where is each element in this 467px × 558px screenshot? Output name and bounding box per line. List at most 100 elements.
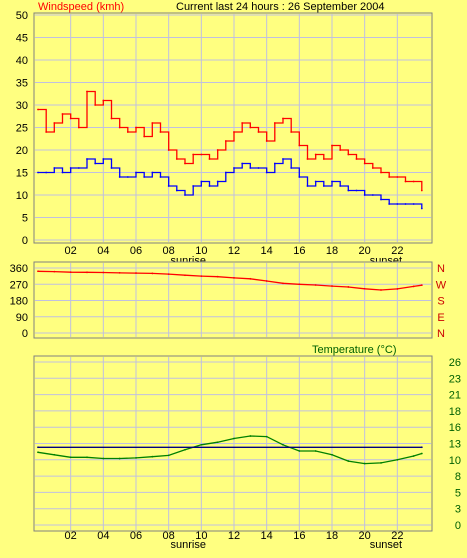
data-point bbox=[94, 162, 97, 165]
data-point bbox=[420, 207, 423, 210]
data-point bbox=[298, 283, 301, 286]
y-tick-label: 23 bbox=[449, 373, 461, 385]
data-point bbox=[339, 185, 342, 187]
data-point bbox=[200, 443, 203, 446]
series-line-1 bbox=[38, 90, 423, 191]
x-tick-label: 04 bbox=[97, 530, 109, 542]
data-point bbox=[135, 272, 137, 274]
data-point bbox=[77, 126, 80, 129]
data-point bbox=[53, 453, 56, 456]
data-point bbox=[322, 185, 325, 187]
data-point bbox=[86, 271, 88, 274]
data-point bbox=[355, 189, 358, 192]
data-point bbox=[69, 167, 72, 169]
x-tick-label: 06 bbox=[130, 530, 142, 542]
direction-series bbox=[37, 270, 423, 291]
data-point bbox=[412, 455, 415, 457]
data-point bbox=[331, 180, 333, 183]
data-point bbox=[208, 185, 211, 187]
y-tick-label: 10 bbox=[16, 190, 28, 202]
data-point bbox=[216, 149, 219, 151]
data-point bbox=[233, 167, 235, 169]
y-tick-label: 40 bbox=[16, 55, 28, 67]
data-point bbox=[249, 435, 252, 437]
data-point bbox=[110, 167, 113, 169]
data-point bbox=[151, 272, 154, 275]
data-point bbox=[102, 457, 105, 460]
chart-title: Current last 24 hours : 26 September 200… bbox=[176, 1, 385, 13]
data-point bbox=[380, 198, 382, 201]
data-point bbox=[265, 280, 268, 282]
data-point bbox=[233, 277, 235, 279]
data-point bbox=[37, 108, 39, 111]
compass-label: S bbox=[437, 296, 444, 308]
data-point bbox=[77, 167, 80, 169]
y-tick-label: 270 bbox=[10, 279, 28, 291]
data-point bbox=[175, 158, 178, 160]
x-tick-label: 18 bbox=[326, 530, 338, 542]
x-tick-label: 10 bbox=[195, 530, 207, 542]
data-point bbox=[363, 287, 366, 290]
data-point bbox=[224, 171, 227, 174]
series-line-2 bbox=[38, 158, 423, 209]
data-point bbox=[37, 446, 39, 449]
data-point bbox=[388, 203, 391, 205]
data-point bbox=[224, 140, 227, 142]
y-tick-label: 0 bbox=[22, 235, 28, 247]
data-point bbox=[347, 153, 350, 156]
data-point bbox=[363, 462, 366, 465]
data-point bbox=[151, 171, 154, 174]
data-point bbox=[208, 158, 211, 160]
data-point bbox=[167, 185, 170, 187]
data-point bbox=[412, 285, 415, 288]
data-point bbox=[184, 162, 186, 165]
data-point bbox=[233, 437, 235, 440]
data-point bbox=[363, 194, 366, 196]
x-tick-label: 08 bbox=[163, 530, 175, 542]
data-point bbox=[396, 288, 399, 290]
x-tick-label: 20 bbox=[359, 530, 371, 542]
data-point bbox=[159, 176, 162, 178]
data-point bbox=[347, 286, 350, 288]
data-point bbox=[298, 450, 301, 452]
data-point bbox=[396, 176, 399, 178]
y-tick-label: 0 bbox=[455, 520, 461, 532]
y-tick-label: 45 bbox=[16, 33, 28, 45]
data-point bbox=[151, 122, 154, 124]
data-point bbox=[86, 158, 88, 160]
data-point bbox=[241, 122, 244, 124]
x-tick-label: 06 bbox=[130, 245, 142, 257]
data-point bbox=[118, 126, 121, 129]
y-tick-label: 10 bbox=[449, 455, 461, 467]
data-point bbox=[94, 104, 97, 106]
data-point bbox=[249, 126, 252, 129]
data-point bbox=[126, 131, 129, 133]
data-point bbox=[184, 194, 186, 196]
x-tick-label: 02 bbox=[65, 245, 77, 257]
y-tick-label: 30 bbox=[16, 100, 28, 112]
data-point bbox=[192, 185, 195, 187]
data-point bbox=[282, 282, 284, 285]
data-point bbox=[61, 171, 64, 174]
data-point bbox=[69, 271, 72, 274]
x-tick-label: 22 bbox=[391, 245, 403, 257]
x-tick-label: 22 bbox=[391, 530, 403, 542]
data-point bbox=[200, 180, 203, 183]
data-point bbox=[102, 158, 105, 160]
data-point bbox=[61, 113, 64, 115]
data-point bbox=[306, 185, 309, 187]
data-point bbox=[363, 162, 366, 165]
data-point bbox=[37, 270, 39, 273]
data-point bbox=[216, 441, 219, 444]
data-point bbox=[143, 176, 146, 178]
data-point bbox=[265, 171, 268, 174]
data-point bbox=[355, 158, 358, 160]
data-point bbox=[380, 171, 382, 174]
data-point bbox=[290, 167, 293, 169]
x-tick-label: 16 bbox=[293, 530, 305, 542]
data-point bbox=[257, 131, 260, 133]
data-point bbox=[347, 460, 350, 462]
data-point bbox=[200, 153, 203, 156]
